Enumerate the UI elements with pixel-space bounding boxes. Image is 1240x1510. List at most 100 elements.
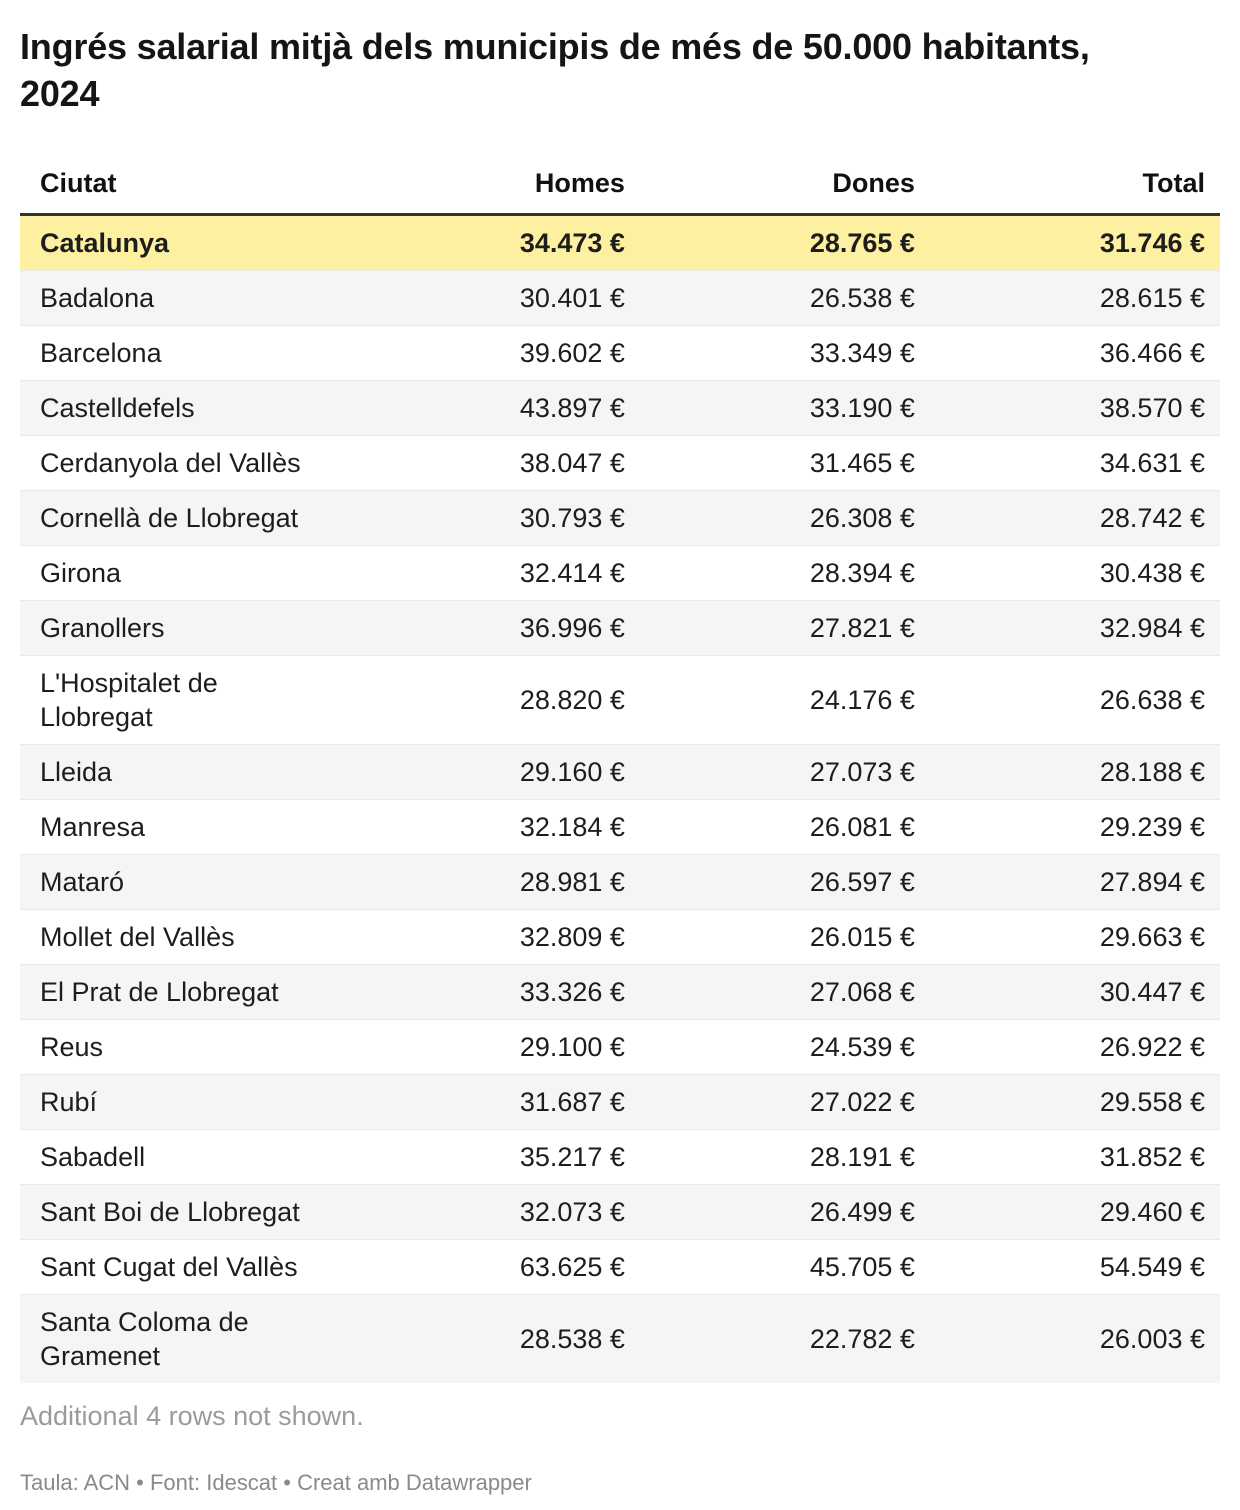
dones-cell: 28.191 €: [639, 1128, 930, 1185]
city-cell: Castelldefels: [20, 379, 350, 436]
homes-cell: 38.047 €: [349, 434, 640, 491]
homes-cell: 39.602 €: [349, 324, 640, 381]
city-cell: Manresa: [20, 798, 350, 855]
total-cell: 29.239 €: [929, 798, 1220, 855]
column-header-dones: Dones: [639, 149, 930, 216]
city-cell: Reus: [20, 1018, 350, 1075]
city-cell: Cornellà de Llobregat: [20, 489, 350, 546]
total-cell: 26.638 €: [929, 654, 1220, 745]
total-cell: 28.742 €: [929, 489, 1220, 546]
city-cell: Sant Boi de Llobregat: [20, 1183, 350, 1240]
city-cell: Mataró: [20, 853, 350, 910]
column-header-homes: Homes: [349, 149, 640, 216]
table-header: Ciutat Homes Dones Total: [20, 149, 1220, 216]
dones-cell: 26.015 €: [639, 908, 930, 965]
dones-cell: 33.349 €: [639, 324, 930, 381]
table-row: Badalona 30.401 €26.538 €28.615 €: [20, 269, 1220, 326]
homes-cell: 29.100 €: [349, 1018, 640, 1075]
total-cell: 26.003 €: [929, 1293, 1220, 1383]
homes-cell: 31.687 €: [349, 1073, 640, 1130]
total-cell: 31.746 €: [1099, 227, 1205, 258]
city-cell: El Prat de Llobregat: [20, 963, 350, 1020]
table-row: Castelldefels 43.897 €33.190 €38.570 €: [20, 379, 1220, 436]
table-row: Girona 32.414 €28.394 €30.438 €: [20, 544, 1220, 601]
dones-cell: 33.190 €: [639, 379, 930, 436]
city-cell: Mollet del Vallès: [20, 908, 350, 965]
dones-cell: 31.465 €: [639, 434, 930, 491]
city-cell: Barcelona: [20, 324, 350, 381]
homes-cell: 43.897 €: [349, 379, 640, 436]
homes-cell: 35.217 €: [349, 1128, 640, 1185]
attribution-footer: Taula: ACN • Font: Idescat • Creat amb D…: [20, 1469, 532, 1495]
total-cell: 31.852 €: [929, 1128, 1220, 1185]
dones-cell: 27.022 €: [639, 1073, 930, 1130]
total-cell: 29.663 €: [929, 908, 1220, 965]
table-row: Rubí 31.687 €27.022 €29.558 €: [20, 1073, 1220, 1130]
dones-cell: 28.394 €: [639, 544, 930, 601]
dones-cell: 24.539 €: [639, 1018, 930, 1075]
homes-cell: 32.809 €: [349, 908, 640, 965]
dones-cell: 26.499 €: [639, 1183, 930, 1240]
city-cell: Catalunya: [40, 227, 170, 258]
table-row: Sabadell 35.217 €28.191 €31.852 €: [20, 1128, 1220, 1185]
table-row: Mataró 28.981 €26.597 €27.894 €: [20, 853, 1220, 910]
total-cell: 36.466 €: [929, 324, 1220, 381]
table-row: Santa Coloma de Gramenet 28.538 €22.782 €…: [20, 1293, 1220, 1383]
table-row: Sant Boi de Llobregat 32.073 €26.499 €29.…: [20, 1183, 1220, 1240]
city-cell: Girona: [20, 544, 350, 601]
homes-cell: 34.473 €: [519, 227, 625, 258]
homes-cell: 29.160 €: [349, 743, 640, 800]
homes-cell: 28.538 €: [349, 1293, 640, 1383]
city-cell: Santa Coloma de Gramenet: [20, 1293, 350, 1383]
dones-cell: 22.782 €: [639, 1293, 930, 1383]
homes-cell: 30.793 €: [349, 489, 640, 546]
total-cell: 29.558 €: [929, 1073, 1220, 1130]
city-cell: Lleida: [20, 743, 350, 800]
total-cell: 38.570 €: [929, 379, 1220, 436]
homes-cell: 33.326 €: [349, 963, 640, 1020]
dones-cell: 27.073 €: [639, 743, 930, 800]
table-row: Mollet del Vallès 32.809 €26.015 €29.663 …: [20, 908, 1220, 965]
dones-cell: 26.308 €: [639, 489, 930, 546]
dones-cell: 26.538 €: [639, 269, 930, 326]
total-cell: 26.922 €: [929, 1018, 1220, 1075]
table-body: Catalunya 34.473 € 28.765 € 31.746 € Badalon…: [20, 214, 1220, 1383]
homes-cell: 32.184 €: [349, 798, 640, 855]
dones-cell: 27.821 €: [639, 599, 930, 656]
salary-table: Ciutat Homes Dones Total Catalunya 34.473…: [20, 149, 1220, 1383]
total-cell: 30.438 €: [929, 544, 1220, 601]
total-cell: 34.631 €: [929, 434, 1220, 491]
table-row: Sant Cugat del Vallès 63.625 €45.705 €54.…: [20, 1238, 1220, 1295]
dones-cell: 26.597 €: [639, 853, 930, 910]
table-row: Barcelona 39.602 €33.349 €36.466 €: [20, 324, 1220, 381]
table-row: El Prat de Llobregat 33.326 €27.068 €30.4…: [20, 963, 1220, 1020]
total-cell: 30.447 €: [929, 963, 1220, 1020]
table-row: Reus 29.100 €24.539 €26.922 €: [20, 1018, 1220, 1075]
table-row: Manresa 32.184 €26.081 €29.239 €: [20, 798, 1220, 855]
page-title: Ingrés salarial mitjà dels municipis de …: [20, 26, 1090, 114]
total-cell: 32.984 €: [929, 599, 1220, 656]
dones-cell: 28.765 €: [809, 227, 915, 258]
rows-not-shown-note: Additional 4 rows not shown.: [20, 1400, 364, 1431]
city-cell: Badalona: [20, 269, 350, 326]
dones-cell: 27.068 €: [639, 963, 930, 1020]
city-cell: L'Hospitalet de Llobregat: [20, 654, 350, 745]
table-row: Catalunya 34.473 € 28.765 € 31.746 €: [20, 214, 1220, 271]
total-cell: 29.460 €: [929, 1183, 1220, 1240]
total-cell: 28.615 €: [929, 269, 1220, 326]
homes-cell: 36.996 €: [349, 599, 640, 656]
header-row: Ciutat Homes Dones Total: [20, 149, 1220, 216]
city-cell: Rubí: [20, 1073, 350, 1130]
homes-cell: 28.820 €: [349, 654, 640, 745]
homes-cell: 28.981 €: [349, 853, 640, 910]
city-cell: Cerdanyola del Vallès: [20, 434, 350, 491]
city-cell: Sabadell: [20, 1128, 350, 1185]
homes-cell: 63.625 €: [349, 1238, 640, 1295]
total-cell: 54.549 €: [929, 1238, 1220, 1295]
homes-cell: 32.073 €: [349, 1183, 640, 1240]
city-cell: Sant Cugat del Vallès: [20, 1238, 350, 1295]
table-row: L'Hospitalet de Llobregat 28.820 €24.176 …: [20, 654, 1220, 745]
dones-cell: 24.176 €: [639, 654, 930, 745]
homes-cell: 32.414 €: [349, 544, 640, 601]
